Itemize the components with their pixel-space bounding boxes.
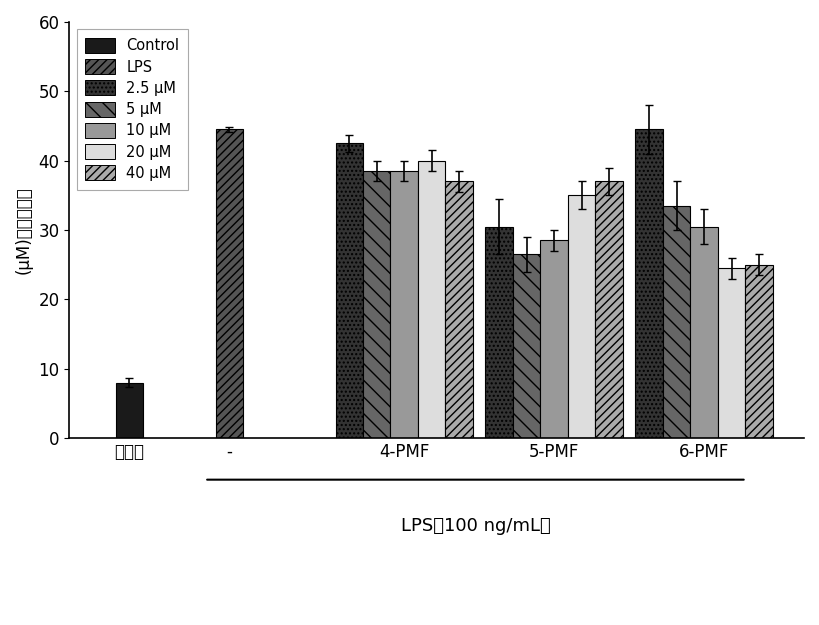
Bar xyxy=(215,129,243,438)
Bar xyxy=(717,268,745,438)
Bar xyxy=(513,254,541,438)
Bar xyxy=(391,171,418,438)
Bar xyxy=(115,382,143,438)
Bar xyxy=(636,129,663,438)
Bar xyxy=(690,227,717,438)
Legend: Control, LPS, 2.5 μM, 5 μM, 10 μM, 20 μM, 40 μM: Control, LPS, 2.5 μM, 5 μM, 10 μM, 20 μM… xyxy=(77,29,188,189)
Bar xyxy=(595,181,622,438)
Bar xyxy=(486,227,513,438)
Bar xyxy=(336,143,363,438)
Bar xyxy=(568,196,595,438)
Text: LPS（100 ng/mL）: LPS（100 ng/mL） xyxy=(400,517,550,535)
Bar xyxy=(541,241,568,438)
Bar xyxy=(363,171,391,438)
Bar xyxy=(663,206,690,438)
Bar xyxy=(745,265,773,438)
Bar xyxy=(446,181,473,438)
Y-axis label: (µM)亚础酸含量: (µM)亚础酸含量 xyxy=(15,186,33,274)
Bar xyxy=(418,161,446,438)
